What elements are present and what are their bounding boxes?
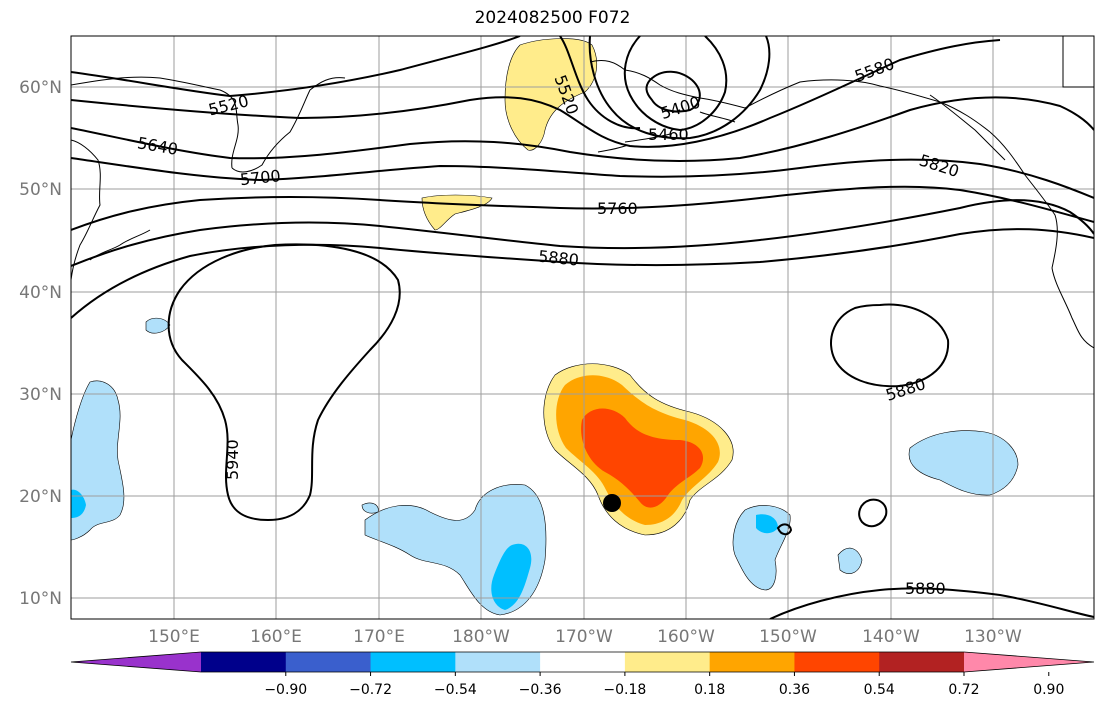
negative-anomaly-area [71,489,86,518]
longitude-label: 130°W [964,627,1022,647]
colorbar-segment [201,652,287,672]
contour-label: 5940 [223,439,242,480]
colorbar-segment [285,652,372,672]
colorbar-tick-label: 0.18 [694,682,725,698]
positive-anomaly-area [581,408,704,508]
contour-label: 5880 [537,247,579,270]
colorbar-segment [624,652,711,672]
colorbar: −0.90 −0.72 −0.54 −0.36 −0.18 0.18 0.36 0.54 0.7… [70,651,1095,698]
latitude-label: 30°N [19,385,62,405]
longitude-label: 140°W [862,627,920,647]
contour-5940 [167,243,401,522]
contour-5580 [71,39,1001,148]
colorbar-segment [794,652,880,672]
map-panel [71,36,1094,619]
map-title: 2024082500 F072 [474,8,631,28]
colorbar-tick-label: 0.72 [948,682,979,698]
map-frame [70,35,1095,620]
colorbar-tick-label: −0.18 [603,682,646,698]
contour-5760 [71,185,1094,231]
contour-label: 5880 [905,579,946,598]
negative-anomaly-area [756,514,778,534]
longitude-label: 150°E [148,627,200,647]
negative-anomaly-area [837,547,863,574]
graticule [71,36,1094,619]
contour-5700 [71,157,1094,199]
contour-5520 [71,36,521,98]
colorbar-segment [455,652,541,672]
longitude-label: 170°E [353,627,405,647]
latitude-label: 60°N [19,78,62,98]
longitude-label: 160°W [657,627,715,647]
colorbar-extend-low [71,652,201,672]
contour-label: 5760 [597,199,638,218]
colorbar-tick-label: 0.36 [779,682,810,698]
latitude-label: 10°N [19,589,62,609]
colorbar-tick-label: −0.54 [434,682,477,698]
negative-anomaly-area [361,502,379,514]
contour-5880 [830,303,950,388]
contour-5880 [769,587,1094,619]
contour-label: 5460 [648,125,689,144]
longitude-axis: 150°E 160°E 170°E 180°W 170°W 160°W 150°… [148,627,1022,647]
contour-5640 [71,96,1094,162]
height-contours [71,36,1094,619]
latitude-label: 50°N [19,180,62,200]
contour-5880 [71,228,1094,319]
colorbar-segment [370,652,456,672]
latitude-label: 20°N [19,487,62,507]
colorbar-outline [70,651,1095,673]
colorbar-segment [540,652,626,672]
longitude-label: 150°W [759,627,817,647]
negative-anomaly-area [145,317,171,334]
contour-5820 [71,199,1094,267]
negative-anomaly-area [491,543,532,610]
colorbar-tick-label: −0.90 [264,682,307,698]
contour-5460 [623,36,728,132]
latitude-axis: 60°N 50°N 40°N 30°N 20°N 10°N [19,78,62,609]
longitude-label: 170°W [555,627,613,647]
colorbar-tick-label: −0.72 [349,682,392,698]
colorbar-tick-label: 0.54 [864,682,895,698]
coastlines [71,36,1094,349]
colorbar-tick-label: 0.90 [1033,682,1064,698]
latitude-label: 40°N [19,283,62,303]
storm-position-marker [603,494,621,512]
colorbar-extend-high [964,652,1094,672]
negative-anomaly-area [908,430,1019,496]
longitude-label: 160°E [250,627,302,647]
colorbar-segment [879,652,965,672]
colorbar-tick-label: −0.36 [519,682,562,698]
colorbar-segment [709,652,795,672]
contour-label: 5700 [239,166,281,189]
longitude-label: 180°W [452,627,510,647]
contour-5400 [645,70,701,113]
contour-5520 [559,36,641,130]
